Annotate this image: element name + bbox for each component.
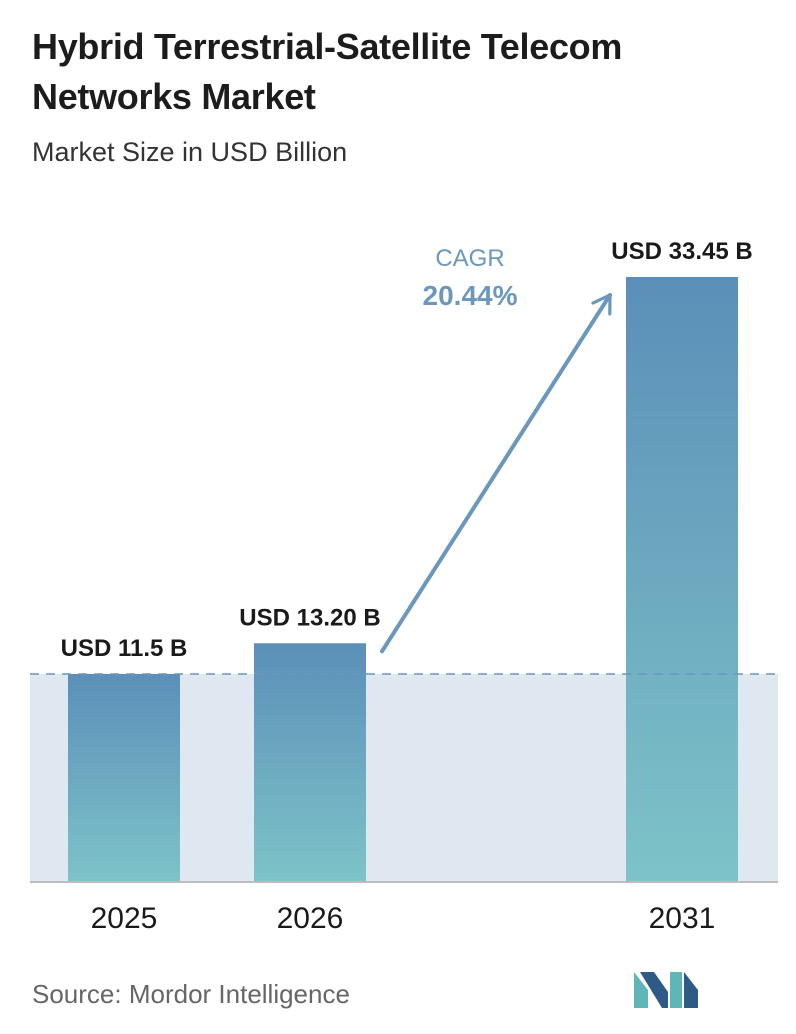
chart-title: Hybrid Terrestrial-Satellite Telecom Net… bbox=[32, 26, 623, 117]
cagr-label: CAGR bbox=[435, 245, 504, 272]
data-label-2026: USD 13.20 B bbox=[239, 604, 380, 631]
x-tick-label-2026: 2026 bbox=[277, 902, 344, 935]
chart-subtitle: Market Size in USD Billion bbox=[32, 137, 348, 167]
bar-2031 bbox=[626, 277, 738, 882]
data-label-2031: USD 33.45 B bbox=[611, 238, 752, 265]
cagr-arrow bbox=[380, 293, 612, 654]
x-tick-label-2025: 2025 bbox=[91, 902, 158, 935]
logo-shape-left bbox=[634, 972, 648, 1008]
logo-shape-right-a bbox=[670, 972, 682, 1008]
cagr-value: 20.44% bbox=[423, 280, 518, 311]
mordor-intelligence-logo-icon bbox=[634, 972, 698, 1008]
data-label-2025: USD 11.5 B bbox=[61, 635, 188, 662]
bar-2026 bbox=[254, 643, 366, 882]
source-note: Source: Mordor Intelligence bbox=[32, 979, 350, 1009]
logo-shape-right-b bbox=[684, 972, 698, 1008]
bar-2025 bbox=[68, 674, 180, 882]
x-tick-label-2031: 2031 bbox=[649, 902, 716, 935]
logo-shape-mid bbox=[640, 972, 668, 1008]
